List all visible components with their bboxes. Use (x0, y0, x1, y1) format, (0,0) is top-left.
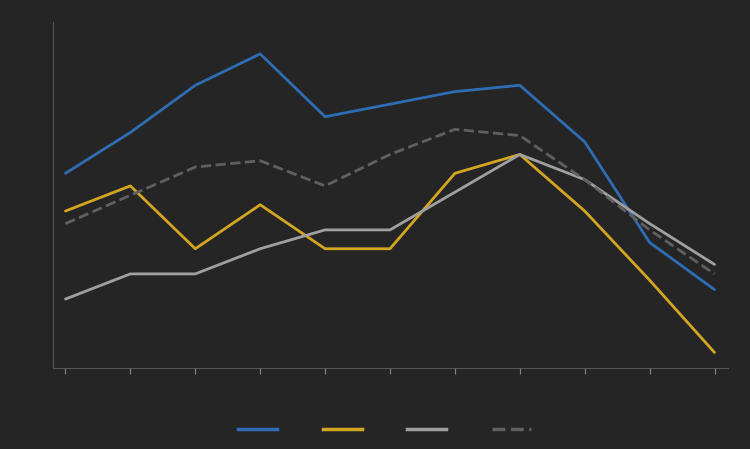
Legend: , , , : , , , (238, 423, 542, 437)
